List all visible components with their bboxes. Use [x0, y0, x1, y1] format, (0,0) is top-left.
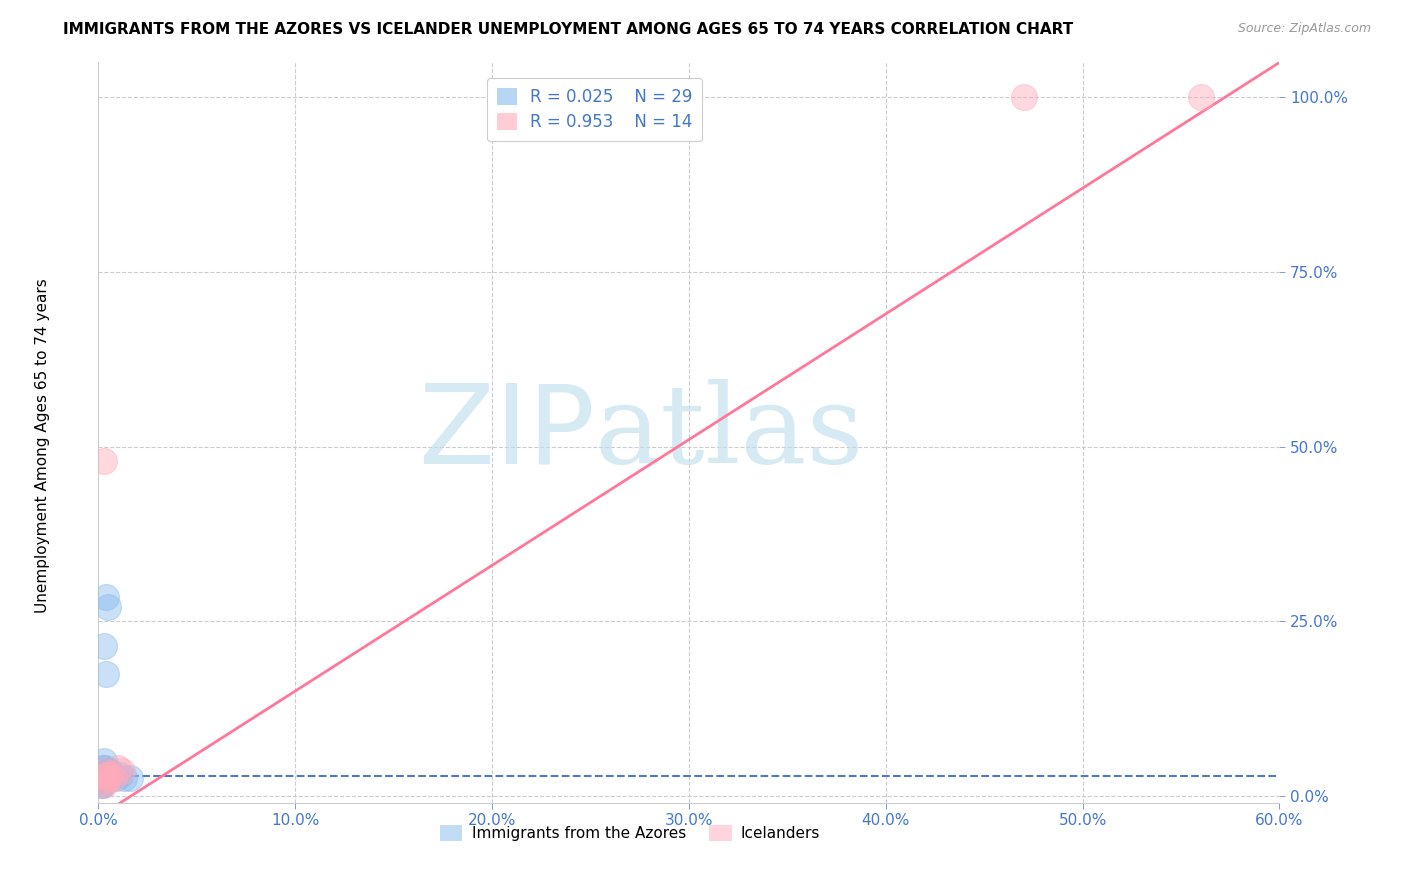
Point	[112, 772, 135, 786]
Point	[97, 772, 120, 786]
Point	[96, 768, 118, 782]
Point	[93, 775, 115, 789]
Point	[91, 764, 114, 779]
Text: IMMIGRANTS FROM THE AZORES VS ICELANDER UNEMPLOYMENT AMONG AGES 65 TO 74 YEARS C: IMMIGRANTS FROM THE AZORES VS ICELANDER …	[63, 22, 1074, 37]
Point	[97, 768, 120, 782]
Point	[118, 772, 141, 786]
Point	[93, 772, 115, 786]
Point	[93, 768, 115, 782]
Point	[93, 754, 115, 768]
Point	[93, 775, 115, 789]
Point	[93, 453, 115, 467]
Text: Unemployment Among Ages 65 to 74 years: Unemployment Among Ages 65 to 74 years	[35, 278, 49, 614]
Point	[96, 772, 118, 786]
Point	[96, 666, 118, 681]
Point	[96, 590, 118, 604]
Point	[96, 768, 118, 782]
Point	[93, 761, 115, 775]
Legend: Immigrants from the Azores, Icelanders: Immigrants from the Azores, Icelanders	[433, 819, 827, 847]
Text: atlas: atlas	[595, 379, 865, 486]
Point	[93, 639, 115, 653]
Point	[93, 772, 115, 786]
Point	[96, 768, 118, 782]
Point	[107, 761, 129, 775]
Point	[93, 772, 115, 786]
Point	[91, 778, 114, 792]
Point	[1012, 90, 1035, 104]
Text: ZIP: ZIP	[419, 379, 595, 486]
Point	[98, 764, 121, 779]
Point	[96, 772, 118, 786]
Point	[93, 761, 115, 775]
Point	[103, 772, 125, 786]
Point	[91, 772, 114, 786]
Point	[93, 772, 115, 786]
Point	[98, 768, 121, 782]
Point	[105, 772, 128, 786]
Point	[111, 764, 134, 779]
Point	[108, 768, 131, 782]
Point	[91, 768, 114, 782]
Point	[93, 764, 115, 779]
Text: Source: ZipAtlas.com: Source: ZipAtlas.com	[1237, 22, 1371, 36]
Point	[91, 778, 114, 792]
Point	[93, 775, 115, 789]
Point	[1189, 90, 1212, 104]
Point	[93, 772, 115, 786]
Point	[97, 600, 120, 615]
Point	[97, 764, 120, 779]
Point	[93, 778, 115, 792]
